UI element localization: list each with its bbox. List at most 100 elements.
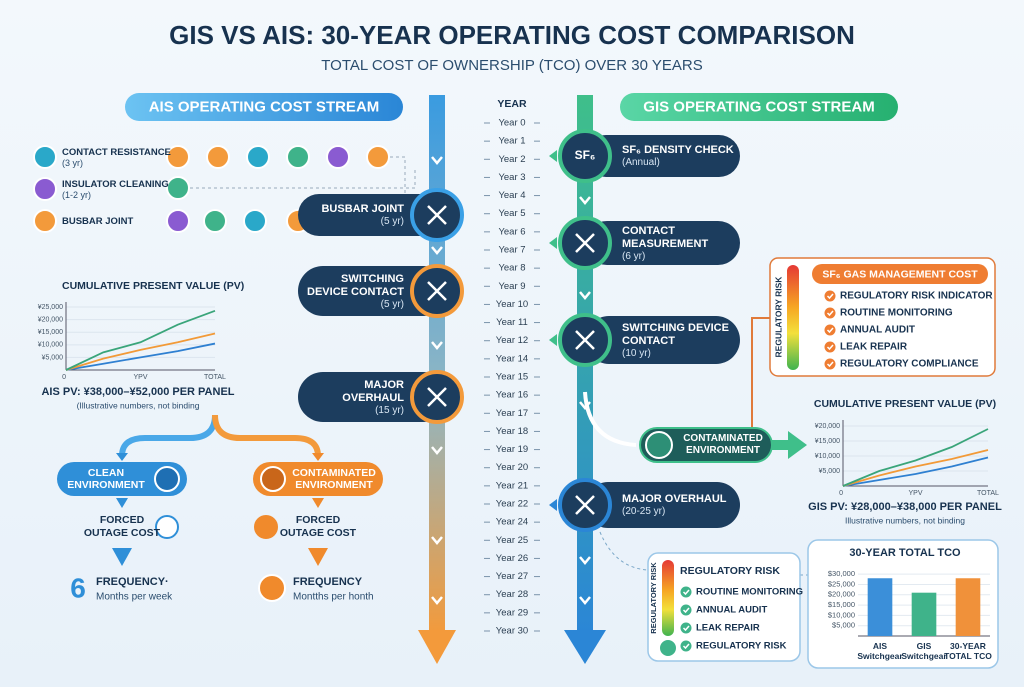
year-label: Year 28 [496,589,528,600]
y-tick-label: $20,000 [828,590,855,599]
gis-step-label: SF₆ DENSITY CHECK [622,144,734,156]
legend-note: (1-2 yr) [62,189,91,200]
risk-box-title: REGULATORY RISK [680,565,780,577]
check-icon [824,358,836,370]
cost-label: FORCED OUTAGE COST [83,514,161,539]
branch-icon [645,431,673,459]
arrow-shaft [772,440,790,450]
x-tick: GIS Switchgear [898,638,950,664]
y-tick-label: ¥15,000 [815,438,840,445]
check-mark [682,643,690,650]
flow-chevron [431,341,443,350]
sf6-item: REGULATORY COMPLIANCE [840,359,979,370]
y-tick-label: ¥10,000 [815,453,840,460]
flow-chevron [579,401,591,410]
ais-step-label: SWITCHING DEVICE CONTACT [307,272,404,298]
branch-label: CLEAN ENVIRONMENT [67,467,145,491]
series-line [65,332,216,371]
pointer [549,499,557,511]
year-label: Year 7 [498,245,525,256]
check-mark [826,293,834,300]
check-icon [680,622,692,634]
x-tick: 30-YEAR TOTAL TCO [942,638,994,664]
flow-chevron [431,156,443,165]
ais-step-note: (5 yr) [380,216,404,227]
check-mark [682,625,690,632]
branch-arrow [312,453,324,461]
ais-step-text: MAJOR OVERHAUL (15 yr) [302,372,404,422]
legend-item: INSULATOR CLEANING (1-2 yr) [62,175,172,203]
year-label: Year 24 [496,517,528,528]
risk-axis: REGULATORY RISK [649,562,658,634]
y-tick-label: $30,000 [828,569,855,578]
branch-text: CONTAMINATED ENVIRONMENT [288,462,380,496]
branch-icon [260,466,286,492]
y-tick-label: $5,000 [832,621,855,630]
year-label: Year 29 [496,607,528,618]
check-icon [680,586,692,598]
year-label: Year 6 [498,226,525,237]
year-label: Year 10 [496,299,528,310]
gis-arrow-head [564,630,606,664]
y-tick-label: ¥15,000 [38,329,63,336]
year-label: Year 9 [498,281,525,292]
y-tick-label: $15,000 [828,600,855,609]
gis-branch-label: CONTAMINATED ENVIRONMENT [683,433,763,456]
x-tick-label: AIS Switchgear [857,641,903,661]
decor-icon [246,145,270,169]
check-mark [826,327,834,334]
decor-icon [326,145,350,169]
year-label: Year 3 [498,172,525,183]
risk-box [647,552,801,662]
legend-icon [33,145,57,169]
cost-text: FORCED OUTAGE COST [77,512,167,542]
legend-label: BUSBAR JOINT [62,215,134,227]
x-tick-label: 30-YEAR TOTAL TCO [944,641,992,661]
gis-step-icon [558,129,612,183]
decor-icon [206,145,230,169]
down-arrow [112,548,132,566]
year-label: Year 19 [496,444,528,455]
check-mark [682,607,690,614]
series-line [65,342,216,371]
title: GIS VS AIS: 30-YEAR OPERATING COST COMPA… [169,20,855,50]
flow-chevron [431,246,443,255]
branch-arrow [116,453,128,461]
flow-chevron [579,596,591,605]
gis-step-text: CONTACT MEASUREMENT (6 yr) [622,221,734,265]
flow-chevron [579,196,591,205]
check-icon [680,640,692,652]
year-label: Year 2 [498,154,525,165]
series-line [842,456,989,487]
y-tick-label: $25,000 [828,579,855,588]
year-label: Year 14 [496,353,528,364]
year-label: Year 22 [496,499,528,510]
connector [390,156,406,200]
check-icon [680,604,692,616]
check-icon [824,324,836,336]
gis-step-note: (6 yr) [622,250,646,262]
arrow-head [788,431,807,459]
year-label: Year 12 [496,335,528,346]
year-label: Year 30 [496,626,528,637]
clock-icon [258,574,286,602]
year-label: Year 4 [498,190,525,201]
gis-banner [620,93,898,121]
gis-step-note: (Annual) [622,157,660,168]
branch-icon [154,466,180,492]
risk-item: ROUTINE MONITORING [696,587,803,598]
pv-summary: GIS PV: ¥28,000–¥38,000 PER PANEL [808,501,1002,513]
year-label: Year 17 [496,408,528,419]
y-tick-label: ¥25,000 [38,304,63,311]
chart-title: CUMULATIVE PRESENT VALUE (PV) [62,280,244,292]
x-tick-label: 0 [839,490,843,497]
ais-step-pill [298,194,448,236]
bar [867,578,893,636]
legend-icon [33,209,57,233]
ais-step-label: BUSBAR JOINT [321,203,404,215]
icon-glyph [427,205,447,225]
gis-step-pill [585,135,740,177]
gis-step-note: (10 yr) [622,347,651,359]
